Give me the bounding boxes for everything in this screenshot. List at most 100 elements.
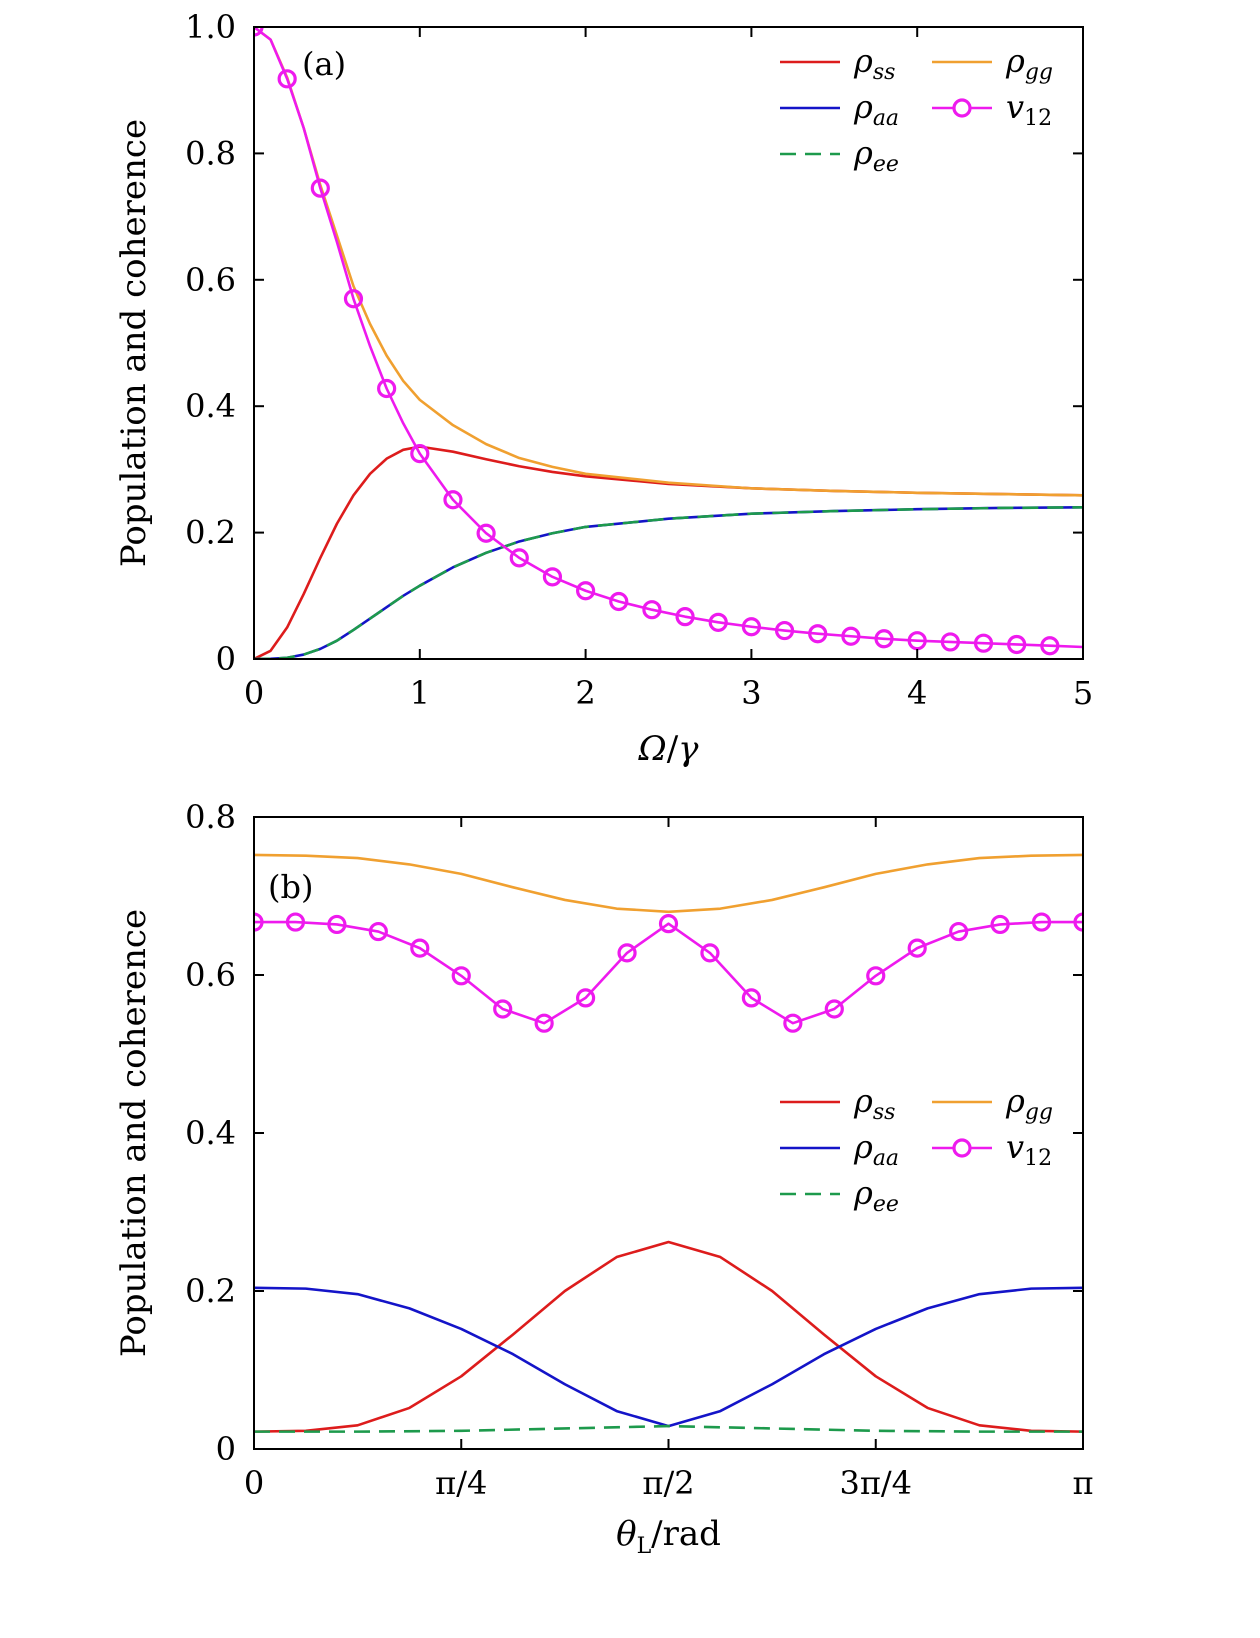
x-tick-label: π/2: [642, 1464, 694, 1502]
rho-gg-line: [254, 27, 1083, 497]
legend-label-rho-ss: ρss: [853, 42, 895, 85]
v12-marker: [443, 490, 463, 510]
legend-symbol: ρ: [1005, 42, 1025, 80]
plot-area: [254, 27, 1083, 659]
v12-marker: [1031, 912, 1052, 932]
x-tick-label: π/4: [435, 1464, 487, 1502]
v12-marker: [410, 938, 430, 958]
v12-marker: [509, 548, 529, 568]
legend-symbol: ρ: [1005, 1082, 1025, 1120]
v12-marker: [824, 999, 844, 1019]
v12-marker: [841, 626, 861, 646]
y-tick-label: 0.8: [185, 798, 236, 836]
v12-marker: [973, 633, 994, 653]
plot-area: [254, 853, 1083, 1433]
v12-marker: [410, 444, 430, 464]
rho-ss-line: [254, 445, 1083, 659]
legend-subscript: 12: [1024, 1146, 1052, 1171]
legend-label-rho-ss: ρss: [853, 1082, 895, 1125]
v12-marker: [617, 943, 637, 963]
legend-subscript: ss: [873, 1100, 896, 1125]
legend-subscript: ss: [873, 60, 896, 85]
panel-label: (b): [268, 868, 313, 906]
v12-marker: [808, 624, 828, 644]
x-tick-label: 0: [244, 674, 264, 712]
legend-subscript: gg: [1025, 1100, 1053, 1125]
v12-marker: [542, 567, 563, 587]
x-label-omega: Ω: [638, 729, 667, 769]
x-tick-label: 0: [244, 1464, 264, 1502]
rho-ss-line: [254, 1240, 1083, 1433]
v12-marker: [575, 581, 596, 601]
rho-aa-line: [254, 506, 1083, 659]
v12-marker: [907, 938, 927, 958]
v12-marker: [708, 612, 728, 632]
v12-marker: [493, 999, 513, 1019]
y-tick-label: 0.2: [185, 1272, 236, 1310]
legend-symbol: v: [1006, 1128, 1024, 1166]
legend-symbol: ρ: [853, 1128, 873, 1166]
v12-marker: [575, 988, 596, 1008]
v12-marker: [368, 921, 388, 942]
legend-label-v12: v12: [1006, 1128, 1052, 1171]
v12-marker: [254, 912, 264, 932]
v12-marker: [700, 943, 720, 963]
x-tick-label: 4: [907, 674, 927, 712]
v12-marker: [866, 966, 886, 986]
legend-symbol: ρ: [853, 1082, 873, 1120]
legend-subscript: 12: [1024, 106, 1052, 131]
x-label-unit: /rad: [651, 1514, 721, 1554]
v12-marker: [1040, 636, 1060, 656]
v12-marker: [1007, 634, 1027, 655]
v12-marker: [285, 912, 306, 932]
v12-marker: [990, 914, 1010, 935]
legend-label-rho-gg: ρgg: [1005, 42, 1053, 85]
v12-marker: [741, 617, 762, 637]
rho-ee-line: [254, 506, 1083, 659]
panel-b-chart: 0 π/4 π/2 3π/4 π 0 0.2 0.4 0.6 0.8 (b) Population a…: [114, 798, 1094, 1559]
v12-line: [254, 27, 1083, 649]
legend-symbol: ρ: [853, 42, 873, 80]
x-axis-label: θL/rad: [616, 1514, 721, 1559]
v12-marker: [907, 631, 927, 651]
legend-subscript: aa: [873, 106, 899, 131]
legend-symbol: ρ: [853, 134, 873, 172]
v12-marker: [658, 914, 679, 934]
v12-marker: [327, 914, 347, 935]
legend-marker-v12: [952, 98, 972, 118]
legend-label-rho-gg: ρgg: [1005, 1082, 1053, 1125]
y-axis-label: Population and coherence: [114, 909, 154, 1357]
x-tick-label: 2: [575, 674, 595, 712]
y-tick-label: 0: [216, 640, 236, 678]
x-tick-label: 3π/4: [839, 1464, 912, 1502]
v12-marker: [451, 966, 471, 986]
rho-ee-line: [254, 1424, 1083, 1433]
y-tick-label: 1.0: [185, 8, 236, 46]
x-axis-label: Ω/γ: [638, 729, 700, 769]
legend-marker-v12: [952, 1138, 972, 1158]
legend-symbol: ρ: [853, 1174, 873, 1212]
y-tick-label: 0.6: [185, 956, 236, 994]
v12-marker: [1073, 912, 1083, 932]
y-tick-label: 0.4: [185, 387, 236, 425]
legend-symbol: ρ: [853, 88, 873, 126]
panel-label: (a): [302, 45, 346, 83]
legend-label-rho-ee: ρee: [853, 1174, 899, 1217]
v12-marker: [774, 620, 795, 641]
legend-label-v12: v12: [1006, 88, 1052, 131]
v12-marker: [741, 988, 762, 1008]
v12-marker: [534, 1013, 554, 1033]
v12-marker: [277, 69, 297, 89]
v12-marker: [642, 600, 662, 620]
legend-subscript: ee: [873, 1192, 899, 1217]
v12-marker: [949, 921, 969, 942]
x-tick-label: 5: [1073, 674, 1093, 712]
x-tick-label: 3: [741, 674, 761, 712]
rho-gg-line: [254, 853, 1083, 914]
v12-marker: [874, 629, 894, 649]
x-label-theta: θ: [616, 1514, 636, 1554]
legend-subscript: aa: [873, 1146, 899, 1171]
